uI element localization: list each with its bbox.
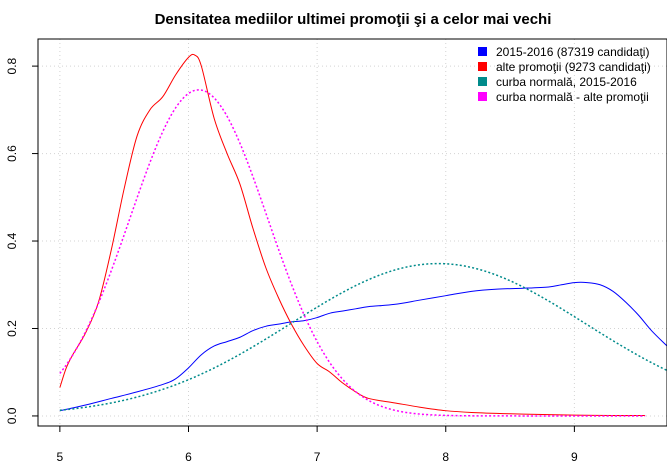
x-tick-label-4: 9 [571, 450, 578, 464]
legend-label-3: curba normală - alte promoţii [496, 90, 649, 104]
series-line-1 [59, 53, 646, 417]
x-tick-label-1: 6 [185, 450, 192, 464]
series-line-0 [59, 281, 667, 412]
legend: 2015-2016 (87319 candidaţi)alte promoţii… [478, 45, 651, 104]
legend-swatch-1 [478, 62, 487, 71]
x-tick-label-0: 5 [57, 450, 64, 464]
legend-label-2: curba normală, 2015-2016 [496, 75, 637, 89]
x-tick-label-3: 8 [442, 450, 449, 464]
legend-swatch-0 [478, 47, 487, 56]
series-layer [59, 53, 667, 417]
legend-label-1: alte promoţii (9273 candidaţi) [496, 60, 651, 74]
series-line-3 [59, 89, 646, 417]
plot-frame [37, 38, 667, 427]
y-tick-label-4: 0.8 [5, 57, 19, 74]
chart-title: Densitatea mediilor ultimei promoţii şi … [155, 11, 552, 28]
y-tick-label-3: 0.6 [5, 145, 19, 162]
legend-swatch-3 [478, 92, 487, 101]
y-tick-label-1: 0.2 [5, 320, 19, 337]
legend-label-0: 2015-2016 (87319 candidaţi) [496, 45, 649, 59]
y-tick-label-0: 0.0 [5, 407, 19, 424]
axes: 5 6 7 8 9 0.0 0.2 0.4 0.6 0.8 [5, 57, 578, 464]
legend-swatch-2 [478, 77, 487, 86]
series-line-2 [59, 262, 667, 412]
x-tick-label-2: 7 [314, 450, 321, 464]
y-tick-label-2: 0.4 [5, 232, 19, 249]
